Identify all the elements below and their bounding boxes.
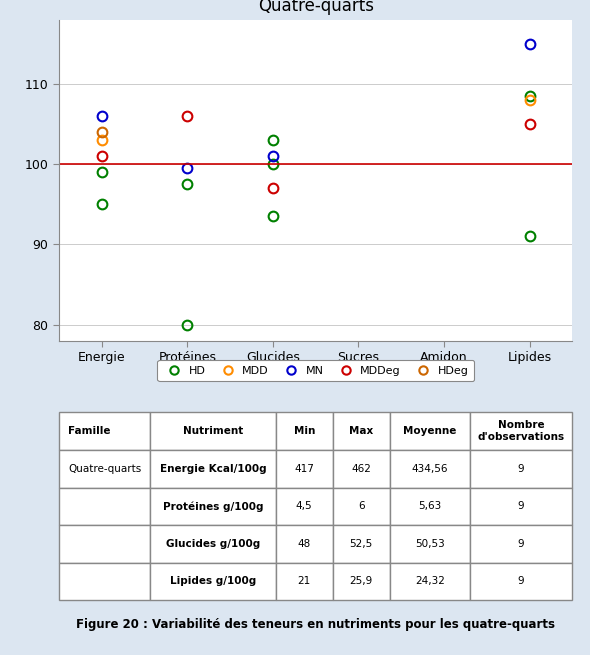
Title: Quatre-quarts: Quatre-quarts <box>258 0 373 15</box>
Legend: HD, MDD, MN, MDDeg, HDeg: HD, MDD, MN, MDDeg, HDeg <box>158 360 474 381</box>
Text: Figure 20 : Variabilité des teneurs en nutriments pour les quatre-quarts: Figure 20 : Variabilité des teneurs en n… <box>76 618 555 631</box>
